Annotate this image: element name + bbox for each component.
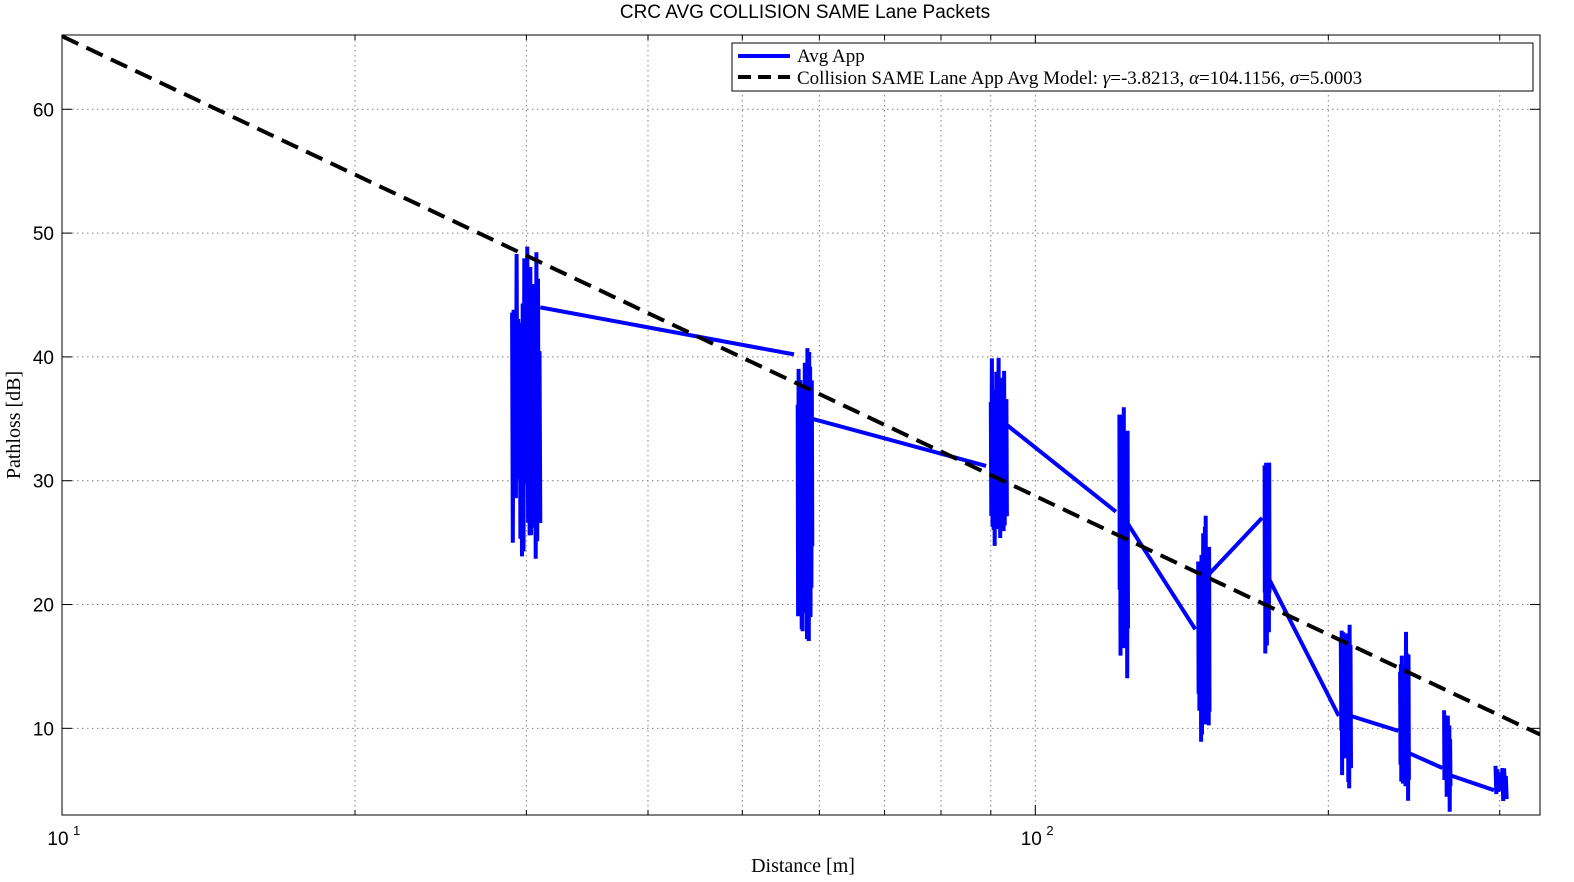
- avg-app-cluster: [1398, 631, 1411, 801]
- avg-app-connector: [1350, 714, 1399, 733]
- avg-app-connector: [539, 305, 795, 357]
- y-tick-label: 20: [33, 596, 54, 617]
- y-tick-label: 50: [33, 224, 54, 245]
- avg-app-connector: [1449, 773, 1495, 793]
- x-tick-label-exponent: 1: [73, 823, 80, 838]
- legend-alpha-symbol: α: [1189, 68, 1200, 89]
- legend: Avg App Collision SAME Lane App Avg Mode…: [731, 42, 1534, 92]
- legend-label-avg: Avg App: [797, 46, 865, 67]
- avg-app-cluster: [1442, 710, 1453, 812]
- plot-area: [61, 34, 1541, 816]
- y-tick-label: 60: [33, 100, 54, 121]
- y-axis-label: Pathloss [dB]: [3, 371, 25, 479]
- avg-app-connector: [1005, 423, 1118, 514]
- legend-box: [731, 42, 1534, 92]
- x-axis-label: Distance [m]: [751, 855, 855, 877]
- y-tick-labels: 10 20 30 40 50 60: [33, 100, 54, 740]
- grid-lines: [62, 35, 1540, 815]
- model-line: [62, 35, 1540, 737]
- avg-app-cluster: [1262, 462, 1272, 654]
- avg-app-connector: [1408, 751, 1444, 770]
- x-tick-labels: 10 1 10 2: [47, 823, 1053, 850]
- avg-app-cluster: [795, 348, 815, 642]
- x-tick-label-base: 10: [1021, 829, 1042, 850]
- x-tick-label-exponent: 2: [1046, 823, 1053, 838]
- legend-alpha-value: =104.1156,: [1199, 68, 1290, 89]
- avg-app-cluster: [1117, 407, 1130, 679]
- legend-gamma-value: =-3.8213,: [1110, 68, 1189, 89]
- avg-app-cluster: [988, 357, 1009, 546]
- legend-gamma-symbol: γ: [1103, 68, 1111, 89]
- y-tick-label: 40: [33, 348, 54, 369]
- legend-sigma-value: =5.0003: [1299, 68, 1362, 89]
- x-tick-label-base: 10: [47, 829, 68, 850]
- chart-title: CRC AVG COLLISION SAME Lane Packets: [620, 2, 990, 23]
- avg-app-connector: [1267, 578, 1341, 717]
- axis-ticks: [61, 35, 1540, 815]
- y-tick-label: 10: [33, 719, 54, 740]
- legend-model-prefix: Collision SAME Lane App Avg Model:: [797, 68, 1103, 89]
- plot-frame: [61, 34, 1541, 816]
- avg-app-connector: [1208, 516, 1264, 575]
- legend-sigma-symbol: σ: [1290, 68, 1300, 89]
- avg-app-cluster: [1338, 624, 1353, 789]
- y-tick-label: 30: [33, 472, 54, 493]
- avg-app-cluster: [1493, 765, 1509, 802]
- avg-app-cluster: [510, 246, 543, 559]
- legend-label-model: Collision SAME Lane App Avg Model: γ=-3.…: [797, 68, 1362, 89]
- data-series: [62, 35, 1540, 812]
- avg-app-connector: [1126, 522, 1197, 631]
- avg-app-cluster: [1196, 515, 1212, 742]
